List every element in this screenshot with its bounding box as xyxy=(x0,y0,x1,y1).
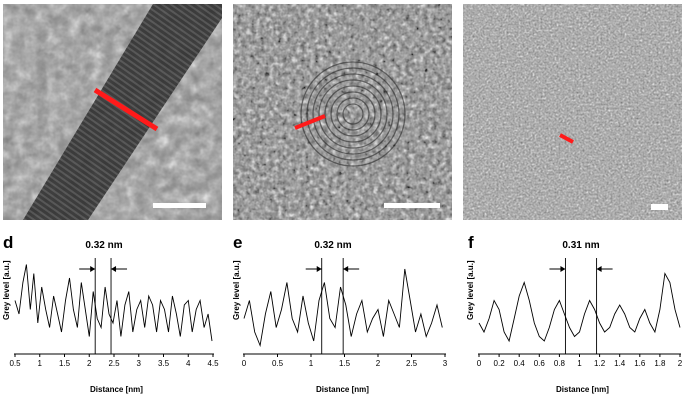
chart-e-tick-label: 0.5 xyxy=(271,359,284,368)
chart-f-series-line xyxy=(478,272,681,343)
chart-d-measurement: 0.32 nm xyxy=(85,240,123,251)
chart-d-tick-label: 4 xyxy=(186,359,191,368)
chart-d-tick-label: 1.5 xyxy=(58,359,71,368)
chart-f-tick-label: 0 xyxy=(476,359,482,368)
panel-letter-f: f xyxy=(468,233,474,252)
chart-f-tick-label: 1 xyxy=(577,359,582,368)
chart-f-tick-label: 1.8 xyxy=(654,359,666,368)
chart-d-arrow-head xyxy=(111,266,117,272)
chart-f-tick-label: 1.4 xyxy=(614,359,626,368)
chart-e-tick-label: 3 xyxy=(442,359,448,368)
chart-d-tick-label: 0.5 xyxy=(9,359,21,368)
chart-f-arrow-head xyxy=(596,266,602,272)
chart-f-tick-label: 0.6 xyxy=(533,359,545,368)
chart-e-plot xyxy=(243,258,446,357)
chart-d-ylabel: Grey level [a.u.] xyxy=(2,260,11,320)
panel-letter-d: d xyxy=(3,233,14,252)
scale-bar-b xyxy=(384,203,440,208)
chart-d-tick-label: 3.5 xyxy=(157,359,170,368)
chart-f-tick-label: 2 xyxy=(677,359,683,368)
tem-image-b xyxy=(233,4,452,220)
chart-f-tick-label: 0.4 xyxy=(513,359,525,368)
chart-f-tick-label: 0.8 xyxy=(553,359,565,368)
chart-d-series-line xyxy=(14,264,213,342)
chart-e-tick-label: 2 xyxy=(375,359,381,368)
measure-line-a xyxy=(93,87,159,132)
chart-f-xlabel: Distance [nm] xyxy=(556,385,609,394)
scale-bar-c xyxy=(651,204,668,210)
chart-d-tick-label: 2 xyxy=(87,359,92,368)
chart-f-arrow-head xyxy=(560,266,566,272)
chart-e-ylabel: Grey level [a.u.] xyxy=(232,260,241,320)
chart-f-tick-label: 1.2 xyxy=(594,359,606,368)
chart-d-tick-label: 3 xyxy=(136,359,141,368)
tem-image-c xyxy=(463,4,682,220)
measure-line-c xyxy=(559,133,574,144)
chart-e-xlabel: Distance [nm] xyxy=(316,385,369,394)
chart-d-xlabel: Distance [nm] xyxy=(90,385,143,394)
chart-e-arrow-head xyxy=(343,266,349,272)
chart-e-tick-label: 2.5 xyxy=(405,359,418,368)
chart-e-arrow-head xyxy=(316,266,322,272)
chart-e-tick-label: 1.5 xyxy=(338,359,351,368)
chart-e-tick-label: 1 xyxy=(308,359,314,368)
scale-bar-a xyxy=(153,203,206,208)
chart-d-tick-label: 4.5 xyxy=(207,359,219,368)
chart-f-ylabel: Grey level [a.u.] xyxy=(466,260,475,320)
chart-f-plot xyxy=(478,258,681,357)
chart-e-measurement: 0.32 nm xyxy=(314,240,352,251)
chart-e-tick-label: 0 xyxy=(241,359,247,368)
tem-image-a xyxy=(3,4,222,220)
chart-d-plot xyxy=(14,258,214,357)
chart-f-tick-label: 0.2 xyxy=(493,359,505,368)
chart-d-arrow-head xyxy=(90,266,96,272)
chart-d-tick-label: 1 xyxy=(37,359,42,368)
panel-letter-e: e xyxy=(233,233,243,252)
chart-f-tick-label: 1.6 xyxy=(634,359,646,368)
chart-d-tick-label: 2.5 xyxy=(108,359,120,368)
chart-f-measurement: 0.31 nm xyxy=(562,240,600,251)
measure-line-b xyxy=(294,114,326,130)
